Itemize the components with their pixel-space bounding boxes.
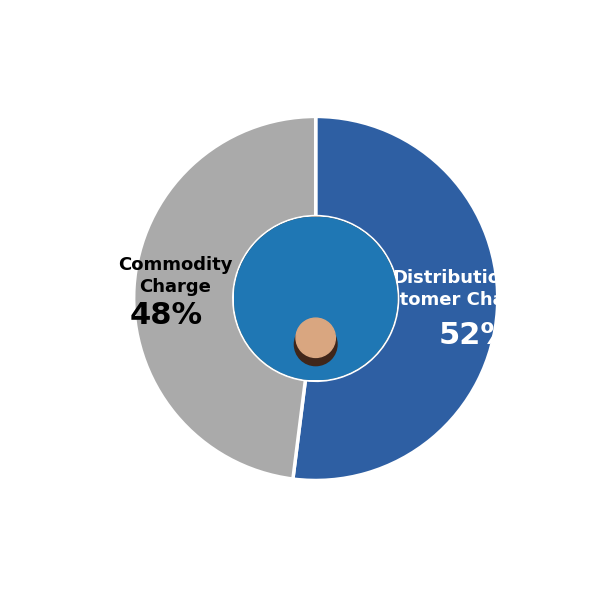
Circle shape	[296, 318, 335, 358]
Text: 52%: 52%	[438, 322, 511, 350]
Text: 48%: 48%	[129, 301, 202, 330]
Text: Commodity
Charge: Commodity Charge	[118, 255, 232, 296]
Circle shape	[234, 216, 397, 381]
Text: Distribution/
Customer Charges: Distribution/ Customer Charges	[363, 268, 549, 309]
Wedge shape	[134, 116, 316, 479]
Circle shape	[294, 323, 337, 366]
Wedge shape	[293, 116, 498, 480]
